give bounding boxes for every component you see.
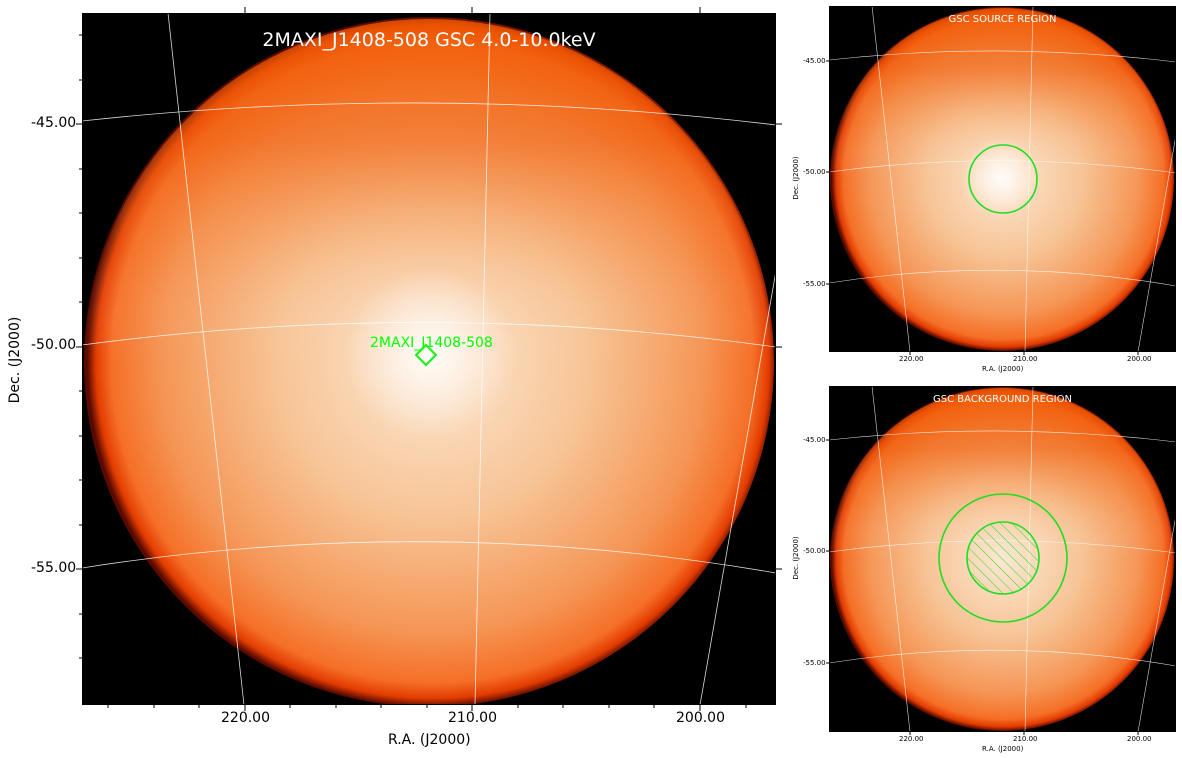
main-ytick-1: -45.00	[31, 115, 77, 131]
src-xlabel: R.A. (J2000)	[982, 365, 1024, 373]
src-xtick-3: 200.00	[1127, 355, 1152, 363]
bg-ytick-1: -45.00	[803, 436, 826, 444]
coordinate-grid-small	[829, 6, 1176, 352]
bg-ytick-3: -55.00	[803, 659, 826, 667]
bg-xtick-1: 220.00	[899, 735, 924, 743]
source-glow-small	[961, 138, 1041, 218]
main-sky-image: 2MAXI_J1408-508 GSC 4.0-10.0keV 2MAXI_J1…	[82, 13, 776, 705]
src-xtick-2: 210.00	[1013, 355, 1038, 363]
bg-ytick-2: -50.00	[803, 547, 826, 555]
source-region-image: GSC SOURCE REGION	[829, 6, 1176, 352]
main-xtick-1: 220.00	[221, 710, 270, 726]
bg-xlabel: R.A. (J2000)	[982, 745, 1024, 753]
source-panel-title: GSC SOURCE REGION	[948, 14, 1057, 25]
src-ytick-2: -50.00	[803, 168, 826, 176]
background-annulus-outer	[938, 493, 1068, 623]
main-ylabel: Dec. (J2000)	[7, 316, 23, 404]
src-ylabel: Dec. (J2000)	[792, 156, 800, 200]
bg-ylabel: Dec. (J2000)	[792, 536, 800, 580]
src-ytick-3: -55.00	[803, 280, 826, 288]
main-title: 2MAXI_J1408-508 GSC 4.0-10.0keV	[262, 29, 596, 51]
main-xlabel: R.A. (J2000)	[388, 732, 471, 748]
main-ytick-3: -55.00	[31, 560, 77, 576]
source-marker	[414, 343, 438, 367]
background-excluded-region	[966, 521, 1040, 595]
main-sky-image-svg	[82, 13, 776, 705]
main-xtick-2: 210.00	[448, 710, 497, 726]
coordinate-grid	[82, 13, 776, 705]
src-ytick-1: -45.00	[803, 57, 826, 65]
src-xtick-1: 220.00	[899, 355, 924, 363]
source-region-svg	[829, 6, 1176, 352]
source-glow	[345, 268, 515, 438]
main-xtick-3: 200.00	[676, 710, 725, 726]
main-ytick-2: -50.00	[31, 337, 77, 353]
bg-xtick-3: 200.00	[1127, 735, 1152, 743]
source-region-circle	[968, 144, 1038, 214]
background-panel-title: GSC BACKGROUND REGION	[933, 394, 1072, 405]
background-region-svg	[829, 386, 1176, 732]
background-region-image: GSC BACKGROUND REGION	[829, 386, 1176, 732]
source-label: 2MAXI_J1408-508	[370, 335, 493, 351]
bg-xtick-2: 210.00	[1013, 735, 1038, 743]
